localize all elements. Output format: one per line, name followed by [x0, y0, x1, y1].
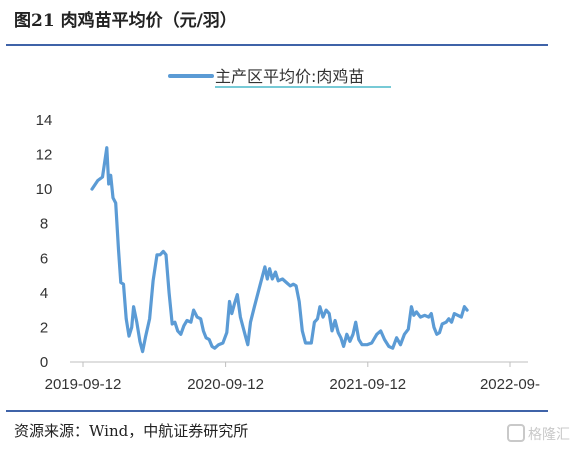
y-tick-label: 8 [40, 216, 48, 233]
y-tick-label: 0 [40, 354, 48, 371]
legend-label: 主产区平均价:肉鸡苗 [215, 67, 364, 86]
y-tick-label: 12 [36, 147, 53, 164]
x-tick-label: 2020-09-12 [187, 376, 264, 393]
x-tick-label: 2022-09- [480, 376, 540, 393]
y-tick-label: 4 [40, 285, 48, 302]
figure-title: 图21 肉鸡苗平均价（元/羽） [14, 11, 237, 31]
series-line [90, 146, 469, 354]
y-tick-label: 2 [40, 319, 48, 336]
x-tick-label: 2021-09-12 [329, 376, 406, 393]
title-rule [6, 44, 548, 46]
line-chart: 0 2 4 6 8 10 12 14 2019-09-12 2020-09-12 2021-09-1… [36, 67, 540, 393]
source-note: 资源来源：Wind，中航证券研究所 [14, 422, 249, 440]
source-rule [6, 410, 548, 412]
y-tick-label: 14 [36, 112, 53, 129]
watermark-text: 格隆汇 [528, 427, 570, 443]
watermark: 格隆汇 [507, 424, 570, 444]
watermark-logo-icon [507, 424, 525, 442]
y-tick-label: 10 [36, 181, 53, 198]
x-tick-label: 2019-09-12 [45, 376, 122, 393]
y-tick-label: 6 [40, 250, 48, 267]
